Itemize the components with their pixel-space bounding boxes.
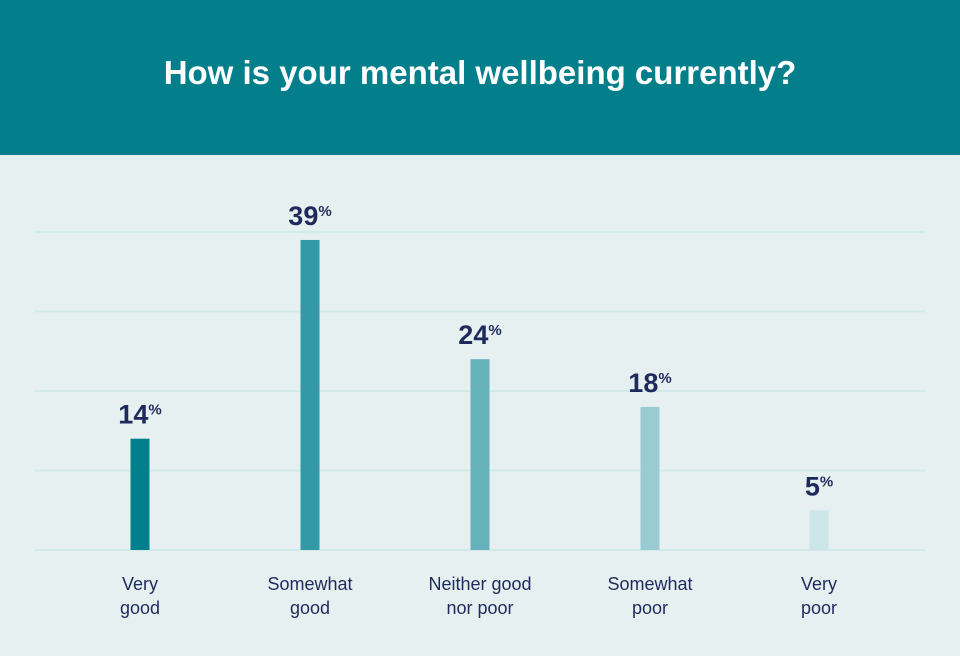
bar bbox=[640, 406, 660, 550]
value-label: 39% bbox=[288, 201, 331, 231]
category-label: Somewhat bbox=[267, 574, 352, 594]
category-label: Very bbox=[122, 574, 158, 594]
chart-title: How is your mental wellbeing currently? bbox=[163, 53, 797, 91]
value-label: 18% bbox=[628, 368, 671, 398]
value-label: 5% bbox=[805, 471, 833, 501]
bar bbox=[300, 239, 320, 550]
category-label: Very bbox=[801, 574, 837, 594]
category-label: nor poor bbox=[446, 598, 513, 618]
category-label: poor bbox=[801, 598, 837, 618]
bar bbox=[130, 438, 150, 550]
value-label: 14% bbox=[118, 400, 161, 430]
chart-header: How is your mental wellbeing currently? bbox=[0, 0, 960, 155]
category-label: good bbox=[120, 598, 160, 618]
category-label: Neither good bbox=[428, 574, 531, 594]
category-label: poor bbox=[632, 598, 668, 618]
bar bbox=[809, 510, 829, 550]
bar bbox=[470, 359, 490, 550]
value-label: 24% bbox=[458, 320, 501, 350]
category-label: Somewhat bbox=[607, 574, 692, 594]
category-label: good bbox=[290, 598, 330, 618]
